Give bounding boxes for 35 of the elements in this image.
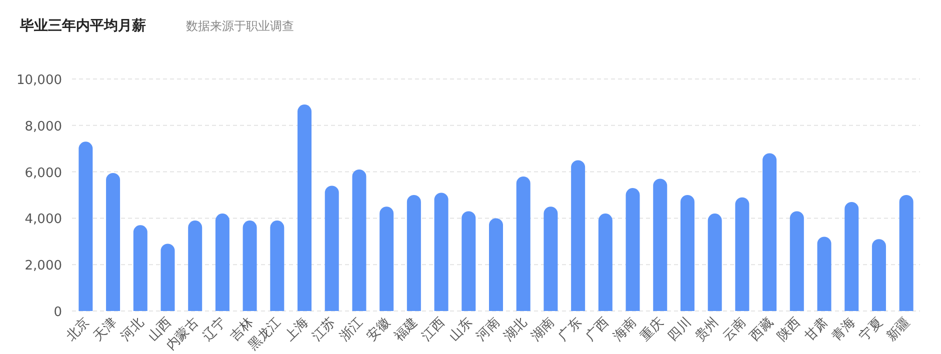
- x-tick-label: 宁夏: [856, 314, 886, 344]
- x-tick-label: 贵州: [692, 315, 722, 344]
- chart-subtitle: 数据来源于职业调查: [186, 19, 294, 33]
- x-tick-label: 上海: [282, 315, 312, 344]
- x-tick-label: 河北: [118, 315, 148, 344]
- y-tick-label: 0: [54, 305, 62, 320]
- x-tick-label: 浙江: [337, 315, 366, 344]
- x-tick-label: 广西: [583, 315, 612, 344]
- x-tick-label: 海南: [610, 315, 640, 344]
- x-tick-label: 西藏: [747, 315, 776, 344]
- x-tick-label: 新疆: [884, 315, 914, 344]
- x-tick-label: 北京: [64, 315, 93, 344]
- x-tick-label: 甘肃: [802, 315, 832, 344]
- x-tick-label: 湖北: [501, 315, 530, 344]
- y-tick-label: 4,000: [24, 212, 62, 228]
- x-tick-label: 山东: [446, 315, 476, 344]
- x-tick-label: 福建: [392, 315, 421, 344]
- x-tick-label: 云南: [720, 315, 750, 344]
- y-tick-label: 6,000: [24, 166, 62, 181]
- x-tick-label: 四川: [665, 315, 694, 344]
- x-tick-label: 江苏: [310, 315, 339, 344]
- y-tick-label: 2,000: [24, 258, 62, 274]
- x-tick-label: 河南: [474, 315, 503, 344]
- x-tick-label: 江西: [419, 315, 448, 344]
- x-tick-label: 湖南: [528, 315, 558, 344]
- y-tick-label: 10,000: [16, 73, 62, 88]
- x-tick-label: 广东: [556, 315, 585, 344]
- y-tick-label: 8,000: [24, 119, 62, 134]
- x-tick-label: 陕西: [774, 315, 804, 344]
- x-tick-label: 青海: [829, 315, 858, 344]
- x-tick-label: 天津: [90, 315, 120, 344]
- x-tick-label: 重庆: [638, 315, 667, 344]
- x-tick-label: 安徽: [364, 314, 394, 344]
- x-tick-label: 辽宁: [200, 314, 230, 344]
- chart-title: 毕业三年内平均月薪: [19, 18, 146, 34]
